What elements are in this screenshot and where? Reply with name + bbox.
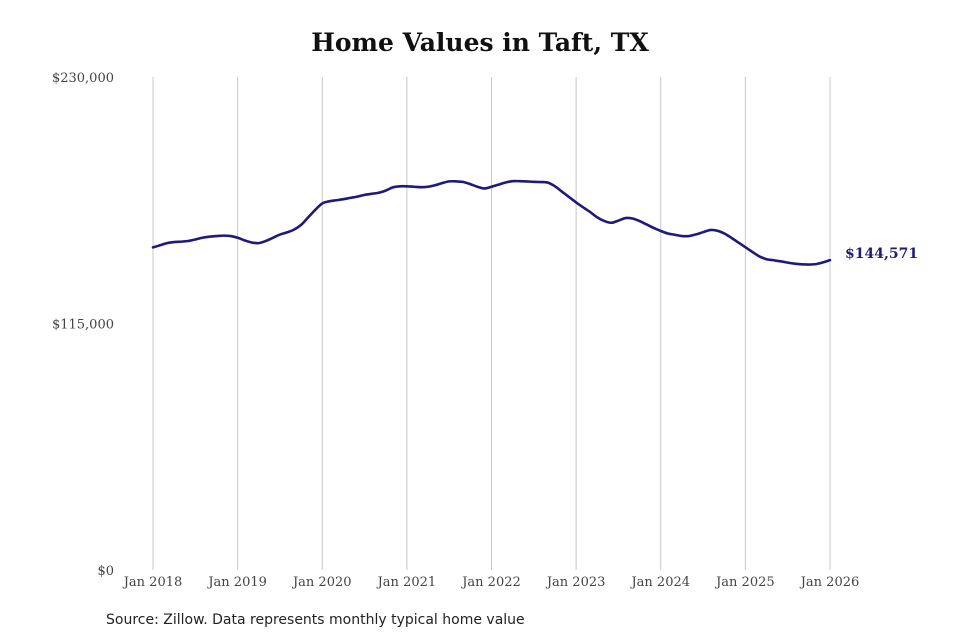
x-tick-label: Jan 2024 (629, 575, 690, 590)
x-tick-label: Jan 2022 (460, 575, 521, 590)
end-value-label: $144,571 (845, 246, 918, 262)
y-axis-ticks: $0 $115,000 $230,000 (52, 71, 114, 579)
x-tick-label: Jan 2020 (291, 575, 352, 590)
source-note: Source: Zillow. Data represents monthly … (106, 612, 525, 628)
x-axis-ticks: Jan 2018 Jan 2019 Jan 2020 Jan 2021 Jan 2022… (122, 575, 860, 590)
gridlines (152, 77, 831, 570)
x-tick-label: Jan 2018 (122, 575, 183, 590)
y-tick-label: $230,000 (52, 71, 114, 86)
y-tick-label: $115,000 (52, 318, 114, 333)
x-tick-label: Jan 2019 (206, 575, 267, 590)
x-tick-label: Jan 2026 (799, 575, 860, 590)
x-tick-label: Jan 2021 (376, 575, 437, 590)
series-line-home-value (151, 179, 832, 266)
x-tick-label: Jan 2023 (545, 575, 606, 590)
y-tick-label: $0 (97, 564, 114, 579)
chart-title: Home Values in Taft, TX (311, 28, 649, 57)
x-tick-label: Jan 2025 (714, 575, 775, 590)
